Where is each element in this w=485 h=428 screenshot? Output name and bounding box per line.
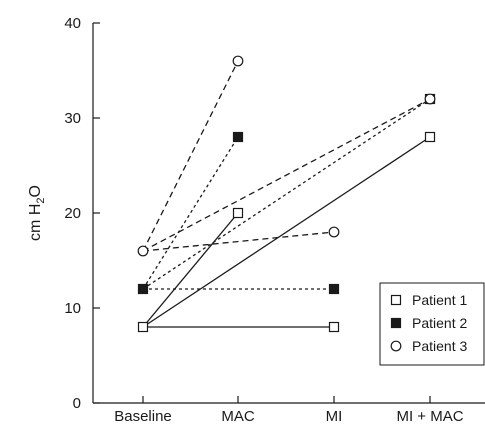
x-tick-label: MI + MAC <box>396 408 463 425</box>
y-axis-title: cm H2O <box>27 185 47 241</box>
y-axis-title-subscript: 2 <box>35 198 47 204</box>
data-point <box>137 283 149 295</box>
legend-entry: Patient 2 <box>412 315 467 331</box>
data-point <box>137 321 149 333</box>
series-lines <box>142 60 431 328</box>
series-line <box>142 98 431 252</box>
legend-marker <box>390 340 402 352</box>
data-point <box>232 207 244 219</box>
series-line <box>142 60 239 252</box>
x-tick-label: MAC <box>221 408 255 425</box>
data-point <box>328 321 340 333</box>
data-point <box>424 131 436 143</box>
data-point <box>328 283 340 295</box>
x-tick-label: Baseline <box>114 408 172 425</box>
data-point <box>232 55 244 67</box>
x-tick-label: MI <box>326 408 343 425</box>
data-point <box>328 226 340 238</box>
series-markers <box>137 55 436 333</box>
series-line <box>142 98 431 290</box>
y-tick-label: 40 <box>64 15 81 32</box>
data-point <box>232 131 244 143</box>
data-point <box>424 93 436 105</box>
data-point <box>137 245 149 257</box>
axes: 0 10 20 30 40 Baseline MAC MI MI + MAC <box>64 15 485 425</box>
y-tick-label: 10 <box>64 300 81 317</box>
legend-entry: Patient 3 <box>412 338 467 354</box>
legend-marker <box>390 294 402 306</box>
legend: Patient 1 Patient 2 Patient 3 <box>379 282 485 366</box>
series-line <box>142 212 239 328</box>
legend-entry: Patient 1 <box>412 292 467 308</box>
y-tick-label: 30 <box>64 110 81 127</box>
y-axis-title-base: cm H <box>27 204 44 241</box>
y-axis-title-tail: O <box>27 185 44 197</box>
y-tick-label: 0 <box>73 395 81 412</box>
series-line <box>142 231 335 252</box>
y-tick-label: 20 <box>64 205 81 222</box>
legend-marker <box>390 317 402 329</box>
series-line <box>142 136 239 290</box>
series-line <box>142 136 431 328</box>
